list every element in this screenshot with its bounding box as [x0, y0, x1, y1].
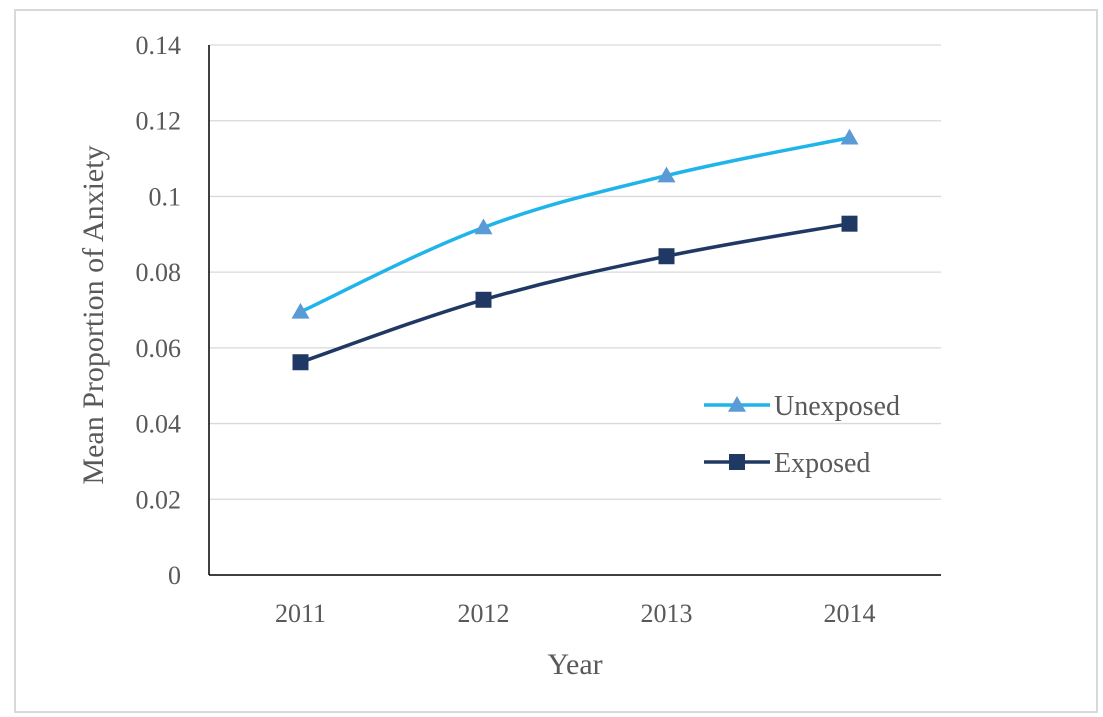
legend-marker-unexposed [728, 396, 746, 412]
x-tick-label: 2014 [824, 599, 876, 628]
legend-label: Unexposed [774, 391, 900, 422]
data-point-unexposed [291, 302, 310, 319]
series-line-unexposed [299, 136, 850, 314]
legend-label: Exposed [774, 448, 870, 479]
y-tick-label: 0.02 [136, 485, 182, 514]
y-tick-labels: 0 0.02 0.04 0.06 0.08 0.1 0.12 0.14 [136, 31, 182, 590]
gridlines [209, 44, 941, 500]
chart-frame [14, 9, 1098, 713]
data-point-exposed [658, 248, 675, 265]
data-point-unexposed [657, 166, 676, 183]
y-tick-label: 0.12 [136, 107, 182, 136]
y-axis-title: Mean Proportion of Anxiety [77, 145, 110, 484]
axes [208, 45, 941, 576]
data-point-unexposed [474, 218, 493, 235]
y-tick-label: 0.06 [136, 334, 182, 363]
x-axis-title: Year [547, 648, 602, 681]
x-tick-label: 2012 [458, 599, 510, 628]
y-tick-label: 0.14 [136, 31, 182, 60]
series-line-exposed [299, 221, 850, 364]
y-tick-label: 0 [168, 561, 181, 590]
data-point-exposed [475, 291, 492, 308]
y-tick-label: 0.08 [136, 258, 182, 287]
x-tick-label: 2013 [641, 599, 693, 628]
series-group [291, 128, 859, 371]
y-tick-label: 0.1 [149, 182, 182, 211]
x-tick-labels: 2011 2012 2013 2014 [275, 599, 876, 628]
legend-marker-exposed [729, 454, 745, 470]
x-tick-label: 2011 [275, 599, 326, 628]
data-point-exposed [292, 354, 309, 371]
data-point-exposed [841, 215, 858, 232]
y-tick-label: 0.04 [136, 410, 182, 439]
legend: Unexposed Exposed [704, 391, 900, 479]
data-point-unexposed [840, 128, 859, 145]
